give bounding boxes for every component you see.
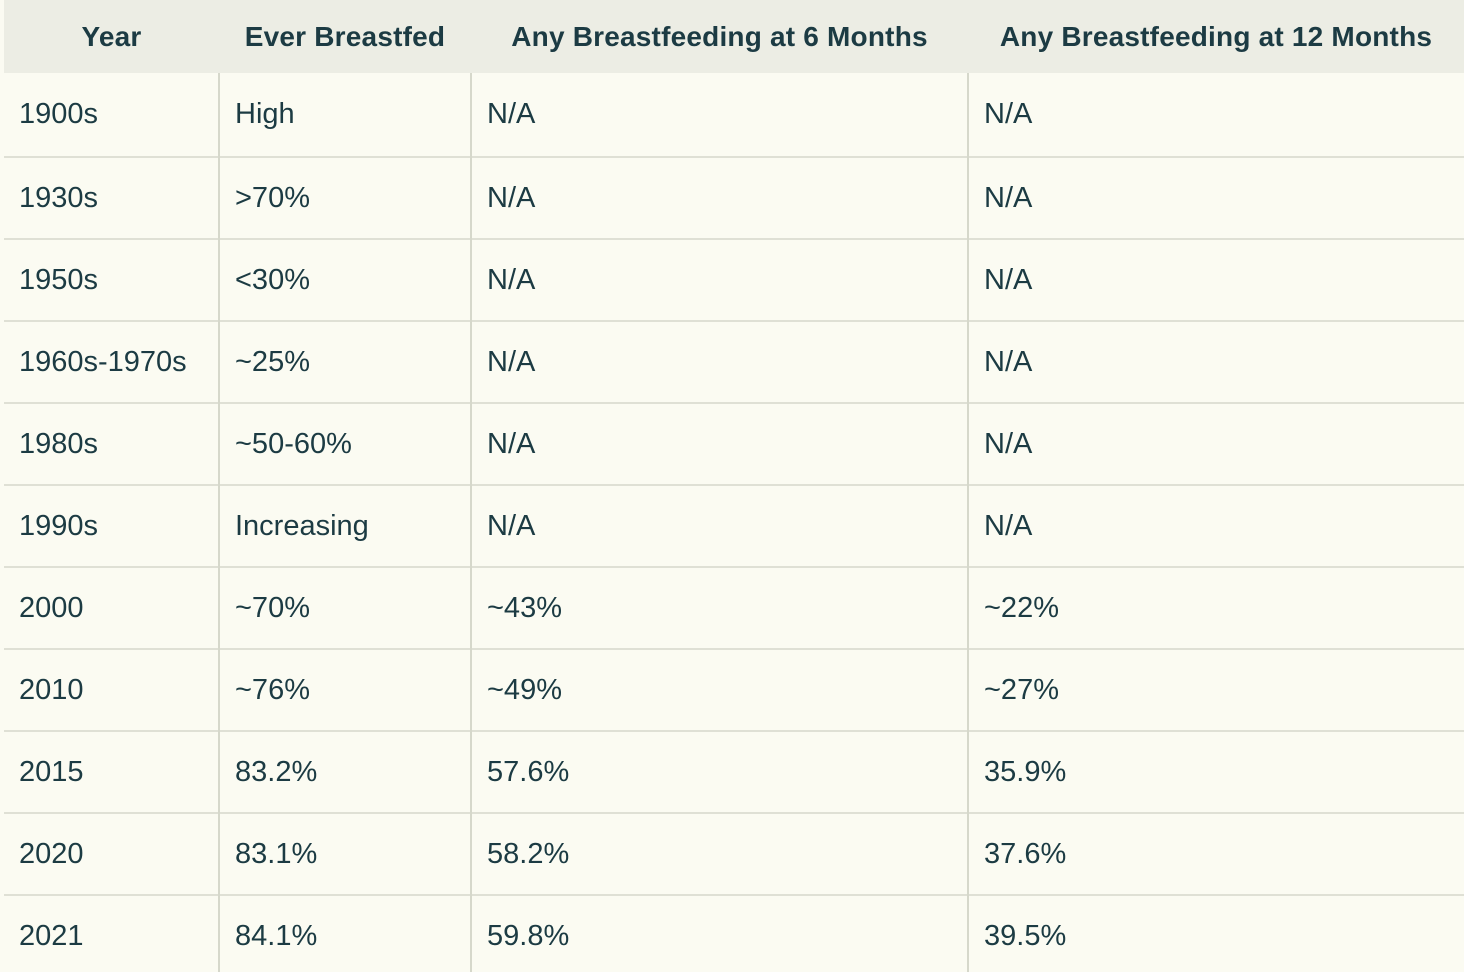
table-row: 2020 83.1% 58.2% 37.6%	[4, 812, 1464, 895]
cell-year: 1950s	[4, 238, 219, 321]
cell-6-months: N/A	[470, 484, 968, 567]
cell-6-months: 57.6%	[470, 730, 968, 813]
cell-6-months: N/A	[470, 402, 968, 485]
cell-6-months: ~43%	[470, 566, 968, 649]
cell-6-months: N/A	[470, 320, 968, 403]
table-header: Year Ever Breastfed Any Breastfeeding at…	[4, 0, 1464, 73]
table-row: 1900s High N/A N/A	[4, 73, 1464, 157]
cell-year: 1900s	[4, 73, 219, 157]
table-row: 1930s >70% N/A N/A	[4, 156, 1464, 239]
cell-6-months: ~49%	[470, 648, 968, 731]
cell-year: 2020	[4, 812, 219, 895]
cell-12-months: N/A	[967, 320, 1464, 403]
table-row: 1990s Increasing N/A N/A	[4, 484, 1464, 567]
column-header-year: Year	[4, 0, 219, 73]
cell-year: 2000	[4, 566, 219, 649]
cell-year: 2015	[4, 730, 219, 813]
table-row: 2015 83.2% 57.6% 35.9%	[4, 730, 1464, 813]
cell-12-months: N/A	[967, 484, 1464, 567]
cell-6-months: N/A	[470, 238, 968, 321]
table-row: 2010 ~76% ~49% ~27%	[4, 648, 1464, 731]
cell-year: 1960s-1970s	[4, 320, 219, 403]
cell-6-months: 59.8%	[470, 894, 968, 972]
cell-6-months: N/A	[470, 73, 968, 157]
cell-6-months: 58.2%	[470, 812, 968, 895]
column-header-12-months: Any Breastfeeding at 12 Months	[968, 0, 1464, 73]
cell-year: 1980s	[4, 402, 219, 485]
cell-12-months: N/A	[967, 156, 1464, 239]
cell-year: 1990s	[4, 484, 219, 567]
cell-ever-breastfed: <30%	[218, 238, 471, 321]
table-row: 2021 84.1% 59.8% 39.5%	[4, 894, 1464, 972]
column-header-6-months: Any Breastfeeding at 6 Months	[471, 0, 968, 73]
column-header-ever-breastfed: Ever Breastfed	[219, 0, 471, 73]
cell-12-months: N/A	[967, 238, 1464, 321]
cell-12-months: ~27%	[967, 648, 1464, 731]
cell-6-months: N/A	[470, 156, 968, 239]
cell-year: 2010	[4, 648, 219, 731]
cell-ever-breastfed: 83.1%	[218, 812, 471, 895]
cell-12-months: 37.6%	[967, 812, 1464, 895]
table-row: 1980s ~50-60% N/A N/A	[4, 402, 1464, 485]
breastfeeding-rates-table: Year Ever Breastfed Any Breastfeeding at…	[4, 0, 1464, 972]
cell-12-months: 35.9%	[967, 730, 1464, 813]
cell-year: 2021	[4, 894, 219, 972]
table-row: 1950s <30% N/A N/A	[4, 238, 1464, 321]
cell-ever-breastfed: >70%	[218, 156, 471, 239]
cell-ever-breastfed: ~76%	[218, 648, 471, 731]
cell-ever-breastfed: High	[218, 73, 471, 157]
table-row: 1960s-1970s ~25% N/A N/A	[4, 320, 1464, 403]
cell-ever-breastfed: Increasing	[218, 484, 471, 567]
cell-12-months: ~22%	[967, 566, 1464, 649]
cell-year: 1930s	[4, 156, 219, 239]
cell-12-months: 39.5%	[967, 894, 1464, 972]
table-row: 2000 ~70% ~43% ~22%	[4, 566, 1464, 649]
cell-12-months: N/A	[967, 402, 1464, 485]
cell-ever-breastfed: 84.1%	[218, 894, 471, 972]
cell-ever-breastfed: 83.2%	[218, 730, 471, 813]
cell-ever-breastfed: ~70%	[218, 566, 471, 649]
cell-ever-breastfed: ~25%	[218, 320, 471, 403]
cell-12-months: N/A	[967, 73, 1464, 157]
table-body: 1900s High N/A N/A 1930s >70% N/A N/A 19…	[4, 73, 1464, 972]
cell-ever-breastfed: ~50-60%	[218, 402, 471, 485]
header-row: Year Ever Breastfed Any Breastfeeding at…	[4, 0, 1464, 73]
